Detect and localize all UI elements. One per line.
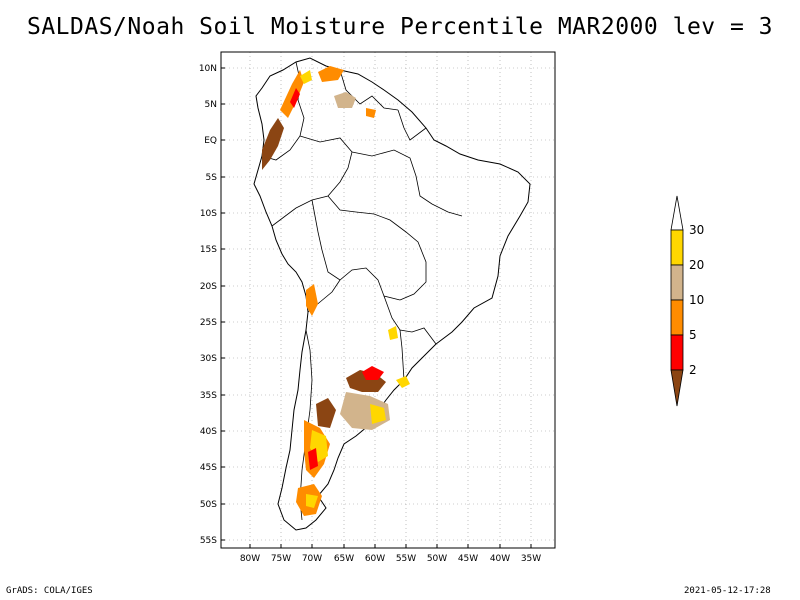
grid [221, 52, 555, 548]
lon-label-80w: 80W [240, 554, 260, 564]
moisture-shading [262, 66, 410, 516]
lon-label-40w: 40W [490, 554, 510, 564]
lat-label-10s: 10S [200, 209, 217, 219]
legend-label-20: 20 [689, 258, 704, 272]
lat-label-40s: 40S [200, 427, 217, 437]
legend-arrow-top [670, 195, 684, 231]
patch-venezuela-orange [318, 66, 344, 82]
lat-label-15s: 15S [200, 245, 217, 255]
country-borders [261, 61, 463, 521]
lon-label-65w: 65W [334, 554, 354, 564]
patch-venezuela-tan [334, 92, 356, 108]
plot-frame [220, 51, 556, 549]
lat-axis: 10N 5N EQ 5S 10S 15S 20S 25S 30S 35S 40S… [199, 64, 225, 546]
patch-colombia-red [290, 88, 300, 108]
patch-uruguay-yellow [396, 376, 410, 388]
patch-colombia-brown [262, 118, 284, 170]
patch-pampas-red [362, 366, 384, 380]
patch-brazil-yellow [388, 326, 398, 340]
lat-label-5n: 5N [205, 100, 217, 110]
lat-label-25s: 25S [200, 318, 217, 328]
patch-mendoza-brown [316, 398, 336, 428]
map-title: SALDAS/Noah Soil Moisture Percentile MAR… [26, 14, 774, 40]
legend-box-red [670, 334, 684, 371]
patch-patagonia-red [308, 448, 318, 470]
legend-label-10: 10 [689, 293, 704, 307]
legend-box-yellow [670, 229, 684, 266]
lat-label-10n: 10N [199, 64, 217, 74]
patch-south-yellow [306, 494, 318, 508]
patch-pampas-yellow [370, 404, 386, 424]
lon-label-35w: 35W [521, 554, 541, 564]
footer-credit: GrADS: COLA/IGES [6, 586, 93, 596]
footer-timestamp: 2021-05-12-17:28 [684, 586, 771, 596]
lon-label-75w: 75W [271, 554, 291, 564]
lat-label-5s: 5S [206, 173, 218, 183]
patch-andes-orange [306, 284, 318, 316]
legend-label-30: 30 [689, 223, 704, 237]
lon-axis: 80W 75W 70W 65W 60W 55W 50W 45W 40W 35W [240, 544, 541, 564]
legend-arrow-bottom [670, 369, 684, 407]
lon-label-45w: 45W [458, 554, 478, 564]
patch-guyana-orange [366, 108, 376, 118]
lat-label-50s: 50S [200, 500, 217, 510]
legend-box-orange [670, 299, 684, 336]
patch-peru-yellow [300, 70, 312, 84]
continent-outline [253, 57, 531, 531]
lat-label-20s: 20S [200, 282, 217, 292]
lon-label-70w: 70W [302, 554, 322, 564]
color-legend: 30 20 10 5 2 [670, 195, 704, 407]
lat-label-45s: 45S [200, 463, 217, 473]
patch-colombia-orange [280, 70, 304, 118]
legend-box-tan [670, 264, 684, 301]
lon-label-50w: 50W [427, 554, 447, 564]
legend-label-2: 2 [689, 363, 697, 377]
lat-label-55s: 55S [200, 536, 217, 546]
lon-label-60w: 60W [365, 554, 385, 564]
lon-label-55w: 55W [396, 554, 416, 564]
lat-label-35s: 35S [200, 391, 217, 401]
lat-label-eq: EQ [204, 136, 217, 146]
lat-label-30s: 30S [200, 354, 217, 364]
legend-label-5: 5 [689, 328, 697, 342]
